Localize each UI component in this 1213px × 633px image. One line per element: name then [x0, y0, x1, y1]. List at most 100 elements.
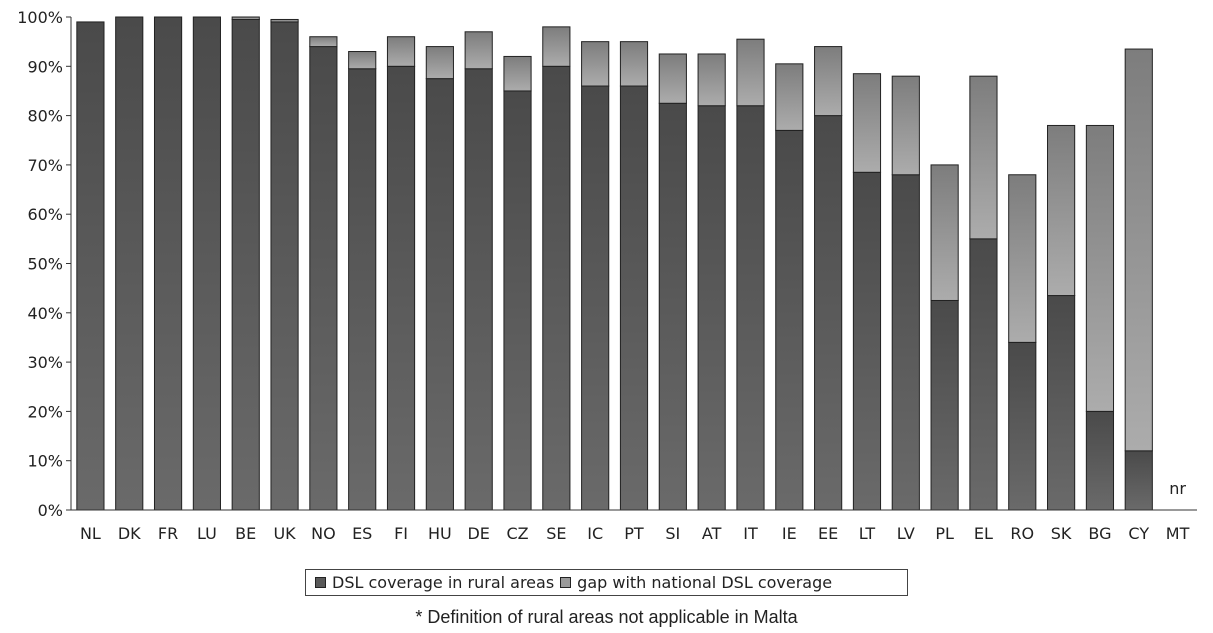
- x-tick-label-lu: LU: [197, 524, 217, 543]
- x-tick-label-ro: RO: [1010, 524, 1034, 543]
- bar-gap-ie: [775, 63, 804, 131]
- y-tick-label: 100%: [17, 8, 63, 27]
- x-tick-label-it: IT: [743, 524, 758, 543]
- legend-item-rural: DSL coverage in rural areas: [315, 573, 554, 592]
- x-tick-label-no: NO: [311, 524, 336, 543]
- x-tick-label-uk: UK: [273, 524, 296, 543]
- y-tick-label: 70%: [27, 156, 63, 175]
- bar-rural-no: [309, 46, 338, 511]
- x-tick-label-fr: FR: [158, 524, 178, 543]
- y-tick-label: 90%: [27, 57, 63, 76]
- bar-rural-pt: [619, 85, 649, 511]
- x-tick-label-bg: BG: [1088, 524, 1111, 543]
- x-tick-label-nl: NL: [80, 524, 101, 543]
- bar-gap-hu: [425, 46, 454, 80]
- bar-rural-ic: [581, 85, 610, 511]
- bar-rural-lv: [891, 174, 920, 511]
- bar-rural-sk: [1047, 295, 1076, 511]
- bar-gap-fi: [386, 36, 416, 67]
- bar-rural-bg: [1085, 410, 1115, 511]
- bar-rural-cz: [503, 90, 532, 511]
- stacked-bar-chart: 0% 10% 20% 30% 40% 50% 60% 70% 80% 90% 100% nr NL D…: [17, 8, 1197, 543]
- bar-gap-at: [697, 53, 726, 107]
- x-axis: NL DK FR LU BE UK NO ES FI HU DE CZ SE IC PT SI AT IT IE EE…: [71, 509, 1197, 543]
- x-tick-label-fi: FI: [394, 524, 408, 543]
- x-tick-label-at: AT: [702, 524, 722, 543]
- bar-rural-it: [736, 105, 765, 511]
- bar-rural-be: [231, 18, 260, 511]
- bar-gap-de: [464, 31, 493, 70]
- bar-rural-de: [464, 68, 493, 511]
- bar-rural-se: [542, 65, 571, 511]
- legend-swatch-gap: [560, 577, 572, 588]
- x-tick-label-be: BE: [235, 524, 256, 543]
- x-tick-label-cz: CZ: [506, 524, 528, 543]
- bar-gap-el: [969, 75, 998, 240]
- y-tick-label: 60%: [27, 205, 63, 224]
- x-tick-label-sk: SK: [1051, 524, 1072, 543]
- bar-rural-dk: [115, 16, 144, 511]
- legend-item-gap: gap with national DSL coverage: [560, 573, 832, 592]
- bar-gap-ee: [814, 46, 843, 117]
- bar-gap-lv: [891, 75, 920, 176]
- bar-rural-uk: [270, 21, 299, 511]
- bar-gap-lt: [852, 73, 882, 173]
- bar-rural-fi: [386, 65, 416, 511]
- bar-rural-el: [969, 238, 998, 511]
- bar-gap-no: [309, 36, 338, 48]
- x-tick-label-lt: LT: [859, 524, 876, 543]
- legend-label-rural: DSL coverage in rural areas: [332, 573, 555, 592]
- bar-rural-es: [348, 68, 377, 511]
- x-tick-label-ic: IC: [587, 524, 603, 543]
- bar-gap-be: [231, 16, 260, 20]
- bar-rural-ro: [1008, 341, 1037, 511]
- x-tick-label-es: ES: [352, 524, 372, 543]
- y-tick-label: 30%: [27, 353, 63, 372]
- y-tick-label: 0%: [38, 501, 63, 520]
- x-tick-label-mt: MT: [1166, 524, 1190, 543]
- y-tick-label: 40%: [27, 304, 63, 323]
- y-tick-label: 50%: [27, 255, 63, 274]
- bar-gap-bg: [1085, 124, 1115, 412]
- x-tick-label-si: SI: [665, 524, 680, 543]
- bar-rural-ee: [814, 115, 843, 511]
- bar-rural-cy: [1124, 450, 1153, 511]
- legend: DSL coverage in rural areas gap with nat…: [305, 569, 908, 596]
- y-tick-label: 10%: [27, 452, 63, 471]
- annotation-mt: nr: [1169, 479, 1186, 498]
- bar-gap-ro: [1008, 174, 1037, 343]
- bar-rural-hu: [425, 78, 454, 511]
- legend-swatch-rural: [315, 577, 326, 588]
- bar-gap-uk: [270, 18, 299, 23]
- bar-gap-it: [736, 38, 765, 107]
- bar-rural-fr: [153, 16, 183, 511]
- x-tick-label-lv: LV: [897, 524, 915, 543]
- x-tick-label-el: EL: [974, 524, 993, 543]
- bar-gap-es: [348, 51, 377, 70]
- bars: nr: [76, 16, 1186, 511]
- x-tick-label-dk: DK: [118, 524, 141, 543]
- x-tick-label-pt: PT: [624, 524, 644, 543]
- legend-label-gap: gap with national DSL coverage: [577, 573, 833, 592]
- y-tick-label: 80%: [27, 107, 63, 126]
- bar-gap-pl: [930, 164, 959, 301]
- x-tick-label-ie: IE: [782, 524, 797, 543]
- bar-gap-pt: [619, 41, 649, 87]
- y-axis: 0% 10% 20% 30% 40% 50% 60% 70% 80% 90% 100%: [17, 8, 72, 520]
- x-tick-label-se: SE: [546, 524, 566, 543]
- x-tick-label-hu: HU: [428, 524, 452, 543]
- bar-rural-lt: [852, 171, 882, 511]
- bar-gap-cy: [1124, 48, 1153, 452]
- x-tick-label-pl: PL: [935, 524, 954, 543]
- y-tick-label: 20%: [27, 402, 63, 421]
- footnote: * Definition of rural areas not applicab…: [415, 607, 798, 627]
- bar-rural-pl: [930, 299, 959, 511]
- bar-rural-nl: [76, 21, 105, 511]
- bar-gap-si: [658, 53, 687, 104]
- bar-gap-ic: [581, 41, 610, 87]
- bar-rural-ie: [775, 129, 804, 511]
- bar-gap-se: [542, 26, 571, 67]
- x-tick-label-de: DE: [467, 524, 489, 543]
- bar-rural-lu: [192, 16, 221, 511]
- bar-gap-cz: [503, 55, 532, 92]
